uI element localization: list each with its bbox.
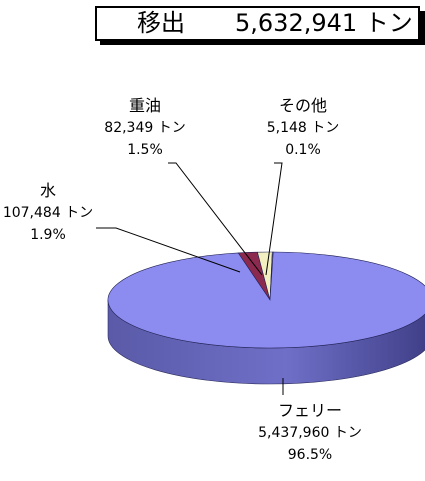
leader-heavy-oil: [168, 162, 263, 276]
leader-other: [265, 162, 283, 276]
label-other-value: 5,148 トン: [266, 120, 340, 136]
label-water-percent: 1.9%: [30, 227, 66, 243]
label-other-percent: 0.1%: [285, 142, 321, 158]
label-other: その他 5,148 トン 0.1%: [258, 95, 348, 161]
label-other-name: その他: [278, 96, 327, 115]
label-heavy-oil-percent: 1.5%: [127, 142, 163, 158]
label-ferry: フェリー 5,437,960 トン 96.5%: [245, 400, 375, 466]
title-box: 移出 5,632,941 トン: [95, 6, 420, 41]
label-ferry-percent: 96.5%: [287, 447, 333, 463]
label-heavy-oil: 重油 82,349 トン 1.5%: [90, 95, 200, 161]
label-ferry-name: フェリー: [277, 401, 342, 420]
pie-slice-ferry: [107, 251, 425, 349]
leader-water: [96, 227, 241, 273]
label-water-name: 水: [39, 181, 56, 200]
label-water: 水 107,484 トン 1.9%: [0, 180, 96, 246]
title-total: 5,632,941 トン: [235, 9, 413, 37]
label-heavy-oil-name: 重油: [128, 96, 161, 115]
title-label: 移出: [137, 9, 185, 37]
label-heavy-oil-value: 82,349 トン: [104, 120, 186, 136]
label-ferry-value: 5,437,960 トン: [258, 425, 362, 441]
label-water-value: 107,484 トン: [2, 205, 94, 221]
